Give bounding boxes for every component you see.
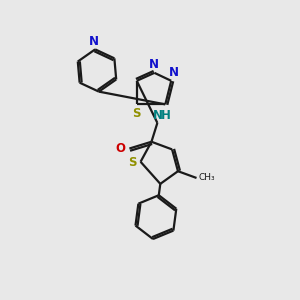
Text: CH₃: CH₃: [198, 173, 215, 182]
Text: N: N: [169, 66, 179, 79]
Text: N: N: [89, 35, 99, 48]
Text: S: S: [132, 107, 140, 120]
Text: O: O: [115, 142, 125, 155]
Text: S: S: [128, 156, 136, 169]
Text: N: N: [149, 58, 159, 71]
Text: H: H: [161, 109, 170, 122]
Text: N: N: [153, 109, 163, 122]
